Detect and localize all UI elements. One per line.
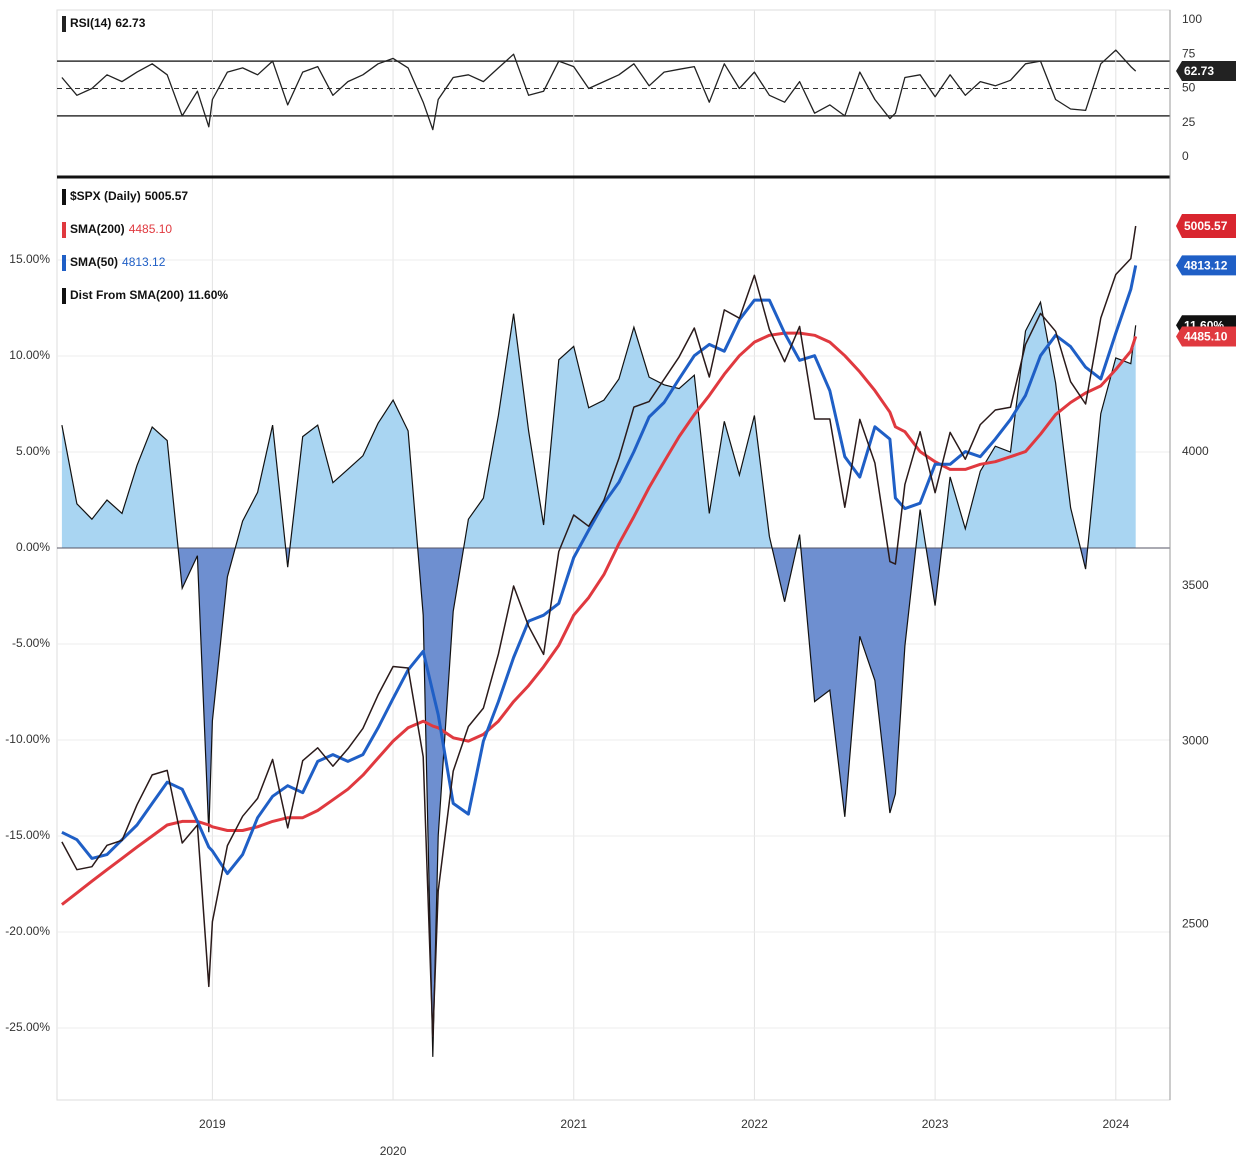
legend-swatch [62, 189, 66, 205]
distance-line [61, 300, 1137, 1057]
x-tick-label: 2022 [741, 1117, 768, 1131]
series-line [61, 49, 1137, 131]
legend-swatch [62, 222, 66, 238]
value-tag [1176, 61, 1236, 82]
legend-value: 5005.57 [145, 189, 189, 203]
y-tick-label: -5.00% [12, 636, 50, 650]
x-tick-label: 2021 [560, 1117, 587, 1131]
value-tag [1176, 255, 1236, 276]
legend-value: 11.60% [188, 288, 228, 302]
series-line [61, 225, 1137, 1038]
value-tag-label: 5005.57 [1184, 219, 1228, 233]
rsi-tick-label: 100 [1182, 12, 1202, 26]
legend-swatch [62, 255, 66, 271]
y2-tick-label: 4000 [1182, 444, 1209, 458]
y2-tick-label: 2500 [1182, 917, 1209, 931]
x-tick-label: 2023 [922, 1117, 949, 1131]
legend-swatch [62, 288, 66, 304]
legend-name: Dist From SMA(200) [70, 288, 184, 302]
y-tick-label: -25.00% [5, 1020, 50, 1034]
value-tag-label: 4485.10 [1184, 330, 1228, 344]
y2-tick-label: 3500 [1182, 578, 1209, 592]
y-tick-label: -10.00% [5, 732, 50, 746]
legend-value: 62.73 [115, 16, 145, 30]
distance-area [61, 302, 1136, 1057]
legend-entry: SMA(50) 4813.12 [70, 255, 166, 269]
legend-swatch [62, 16, 66, 32]
x-tick-label: 2020 [380, 1144, 407, 1158]
y-tick-label: -20.00% [5, 924, 50, 938]
rsi-tick-label: 0 [1182, 149, 1189, 163]
x-tick-label: 2019 [199, 1117, 226, 1131]
value-tag-label: 62.73 [1184, 64, 1214, 78]
y-tick-label: 10.00% [9, 348, 50, 362]
y-tick-label: -15.00% [5, 828, 50, 842]
series-line [61, 265, 1138, 876]
y2-tick-label: 3000 [1182, 733, 1209, 747]
legend-name: RSI(14) [70, 16, 111, 30]
legend-entry: $SPX (Daily) 5005.57 [70, 189, 188, 203]
legend-value: 4485.10 [129, 222, 173, 236]
marks [57, 49, 1170, 1057]
y-tick-label: 0.00% [16, 540, 50, 554]
value-tag [1176, 326, 1236, 347]
rsi-tick-label: 75 [1182, 46, 1196, 60]
legend-entry: SMA(200) 4485.10 [70, 222, 172, 236]
legend-name: SMA(200) [70, 222, 125, 236]
legend-value: 4813.12 [122, 255, 166, 269]
y-tick-label: 15.00% [9, 252, 50, 266]
labels: 0 25 50 75 100 RSI(14) 62.73 62.73 2019 2020 2021 2… [5, 12, 1236, 1158]
legend-name: $SPX (Daily) [70, 189, 141, 203]
legend-entry: RSI(14) 62.73 [70, 16, 146, 30]
legend-name: SMA(50) [70, 255, 118, 269]
y-tick-label: 5.00% [16, 444, 50, 458]
value-tag-label: 4813.12 [1184, 259, 1228, 273]
x-tick-label: 2024 [1102, 1117, 1129, 1131]
rsi-tick-label: 25 [1182, 115, 1196, 129]
value-tag [1176, 213, 1236, 238]
legend-entry: Dist From SMA(200) 11.60% [70, 288, 228, 302]
rsi-tick-label: 50 [1182, 81, 1196, 95]
